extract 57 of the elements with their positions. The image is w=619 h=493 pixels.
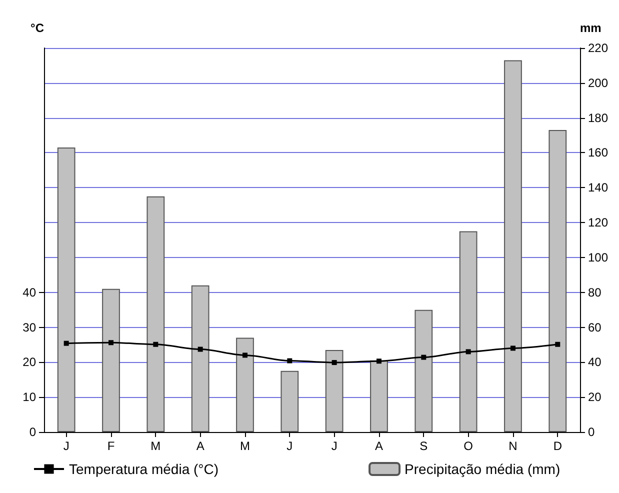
point — [376, 358, 382, 364]
bar — [280, 370, 299, 432]
x-tick-label: J — [331, 439, 338, 453]
point — [332, 360, 337, 366]
point — [466, 349, 471, 354]
y2-tick-label: 60 — [588, 320, 602, 334]
y2-tick-label: 120 — [588, 216, 608, 230]
bar — [548, 130, 567, 432]
y-tick-label: 40 — [22, 285, 36, 300]
y2-tick-label: 180 — [588, 110, 608, 125]
y2-tick-label: 140 — [588, 180, 608, 195]
y2-tick-label: 80 — [588, 285, 602, 300]
y2-axis-title: mm — [580, 21, 602, 35]
bar — [57, 147, 76, 432]
y-tick-label: 10 — [22, 390, 36, 404]
x-tick-label: J — [63, 439, 70, 453]
point — [108, 340, 114, 346]
bar — [504, 60, 522, 432]
x-tick-label: A — [196, 439, 204, 453]
y-tick-label: 30 — [22, 320, 36, 334]
legend-label: Precipitação média (mm) — [404, 461, 560, 477]
x-tick-label: J — [286, 439, 293, 453]
point — [242, 352, 248, 358]
bar — [370, 360, 388, 432]
bar — [325, 350, 344, 432]
point — [421, 354, 426, 360]
point — [510, 346, 516, 351]
y2-tick-label: 20 — [588, 390, 602, 404]
y2-tick-label: 100 — [588, 250, 608, 264]
x-tick-label: O — [464, 439, 473, 453]
point — [287, 358, 292, 364]
x-tick-label: M — [240, 439, 250, 453]
y2-tick-label: 0 — [588, 425, 595, 439]
x-tick-label: F — [107, 439, 115, 453]
bar — [459, 231, 478, 432]
y2-tick-label: 220 — [588, 41, 608, 55]
bar — [236, 338, 254, 432]
point — [153, 342, 158, 347]
y2-tick-label: 200 — [588, 76, 608, 90]
y-axis-title: °C — [30, 21, 44, 35]
y-tick-label: 0 — [29, 425, 36, 439]
point — [198, 346, 203, 352]
x-tick-label: A — [374, 439, 383, 453]
legend-label: Temperatura média (°C) — [69, 461, 219, 477]
point — [64, 340, 69, 346]
bar — [414, 310, 433, 432]
bar — [102, 288, 120, 432]
x-tick-label: M — [150, 439, 161, 453]
y2-tick-label: 40 — [588, 355, 602, 370]
x-tick-label: N — [508, 439, 518, 453]
y-tick-label: 20 — [22, 355, 36, 370]
y2-tick-label: 160 — [588, 146, 608, 160]
x-tick-label: S — [420, 439, 428, 453]
x-tick-label: D — [553, 439, 562, 453]
bar — [146, 196, 165, 432]
point — [555, 342, 560, 347]
bar — [191, 285, 210, 432]
